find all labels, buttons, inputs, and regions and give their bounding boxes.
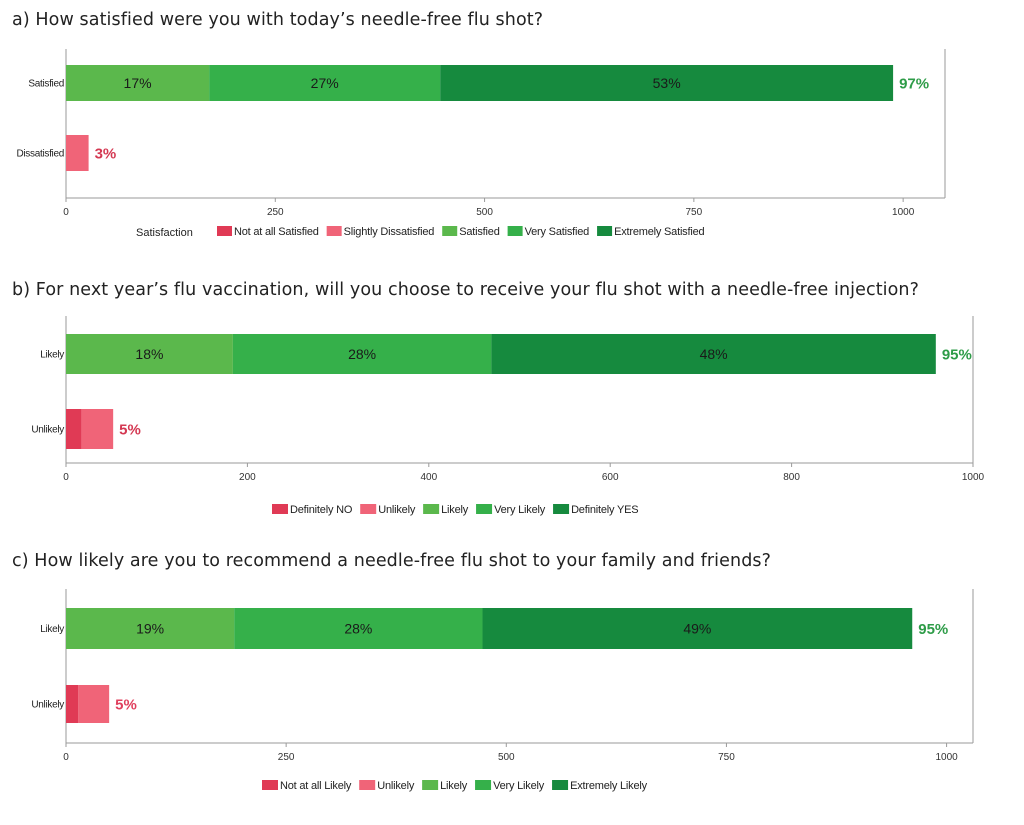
bar-segment — [234, 608, 483, 649]
legend-entry: Likely — [440, 780, 468, 792]
x-tick-label: 500 — [476, 207, 493, 218]
total-percent-label: 3% — [95, 146, 117, 163]
legend-entry: Unlikely — [378, 504, 416, 516]
legend-entry: Likely — [441, 504, 469, 516]
legend-swatch — [553, 504, 570, 514]
chart-recommend: 0 250 500 750 1000 Likely 19% 28% 49% 95% Unlikely… — [31, 589, 974, 792]
category-label: Likely — [40, 350, 64, 361]
legend-swatch — [475, 780, 492, 790]
bar-value-label: 28% — [348, 346, 376, 362]
x-tick-label: 750 — [686, 207, 703, 218]
x-tick-label: 200 — [239, 472, 256, 483]
category-label: Likely — [40, 624, 64, 635]
legend-entry: Very Likely — [493, 780, 545, 792]
x-tick-label: 1000 — [962, 472, 985, 483]
bar-segment — [491, 334, 936, 374]
x-tick-label: 600 — [602, 472, 619, 483]
x-tick-label: 1000 — [935, 752, 958, 763]
x-tick-label: 250 — [267, 207, 284, 218]
bar-segment — [66, 409, 82, 449]
legend-entry: Slightly Dissatisfied — [344, 226, 435, 238]
legend-swatch — [476, 504, 493, 514]
bar-segment — [66, 685, 79, 723]
total-percent-label: 95% — [942, 347, 972, 364]
bar-value-label: 28% — [344, 621, 372, 637]
total-percent-label: 97% — [899, 76, 929, 93]
chart-panel-next-year: b) For next year’s flu vaccination, will… — [0, 280, 1024, 525]
x-tick-label: 1000 — [892, 207, 915, 218]
legend-swatch — [552, 780, 569, 790]
bar-segment — [66, 334, 233, 374]
total-percent-label: 5% — [115, 697, 137, 714]
legend-entry: Very Likely — [494, 504, 546, 516]
x-tick-label: 0 — [63, 472, 69, 483]
legend-swatch — [326, 226, 342, 236]
legend-entry: Definitely NO — [290, 504, 353, 516]
chart-next-year: 0 200 400 600 800 1000 Likely 18% 28% 48% 95% Unlik… — [31, 316, 985, 516]
legend-swatch — [272, 504, 288, 514]
legend-swatch — [422, 780, 439, 790]
legend-swatch — [217, 226, 232, 236]
x-tick-label: 800 — [783, 472, 800, 483]
chart-title: a) How satisfied were you with today’s n… — [12, 10, 544, 30]
chart-title: b) For next year’s flu vaccination, will… — [12, 280, 920, 300]
legend-swatch — [423, 504, 440, 514]
x-tick-label: 750 — [718, 752, 735, 763]
legend-swatch — [597, 226, 613, 236]
bar-segment — [66, 608, 235, 649]
x-tick-label: 0 — [63, 752, 69, 763]
x-tick-label: 500 — [498, 752, 515, 763]
legend-swatch — [262, 780, 278, 790]
category-label: Unlikely — [31, 700, 64, 711]
category-label: Dissatisfied — [16, 149, 64, 160]
legend-entry: Unlikely — [377, 780, 415, 792]
x-tick-label: 250 — [278, 752, 295, 763]
total-percent-label: 95% — [918, 621, 948, 638]
total-percent-label: 5% — [119, 422, 141, 439]
bar-segment — [209, 65, 441, 101]
legend-entry: Not at all Satisfied — [234, 226, 319, 238]
legend-entry: Extremely Likely — [570, 780, 648, 792]
bar-value-label: 27% — [311, 75, 339, 91]
bar-segment — [232, 334, 492, 374]
legend-entry: Not at all Likely — [280, 780, 352, 792]
bar-value-label: 53% — [653, 75, 681, 91]
legend-title: Satisfaction — [136, 227, 193, 239]
legend-entry: Extremely Satisfied — [614, 226, 704, 238]
bar-segment — [66, 65, 210, 101]
bar-segment — [78, 685, 110, 723]
chart-panel-satisfaction: a) How satisfied were you with today’s n… — [0, 10, 1024, 250]
chart-panel-recommend: c) How likely are you to recommend a nee… — [0, 551, 1024, 801]
bar-segment — [66, 135, 89, 171]
category-label: Unlikely — [31, 425, 64, 436]
legend-entry: Definitely YES — [571, 504, 638, 516]
bar-segment — [440, 65, 894, 101]
bar-value-label: 18% — [135, 346, 163, 362]
bar-value-label: 19% — [136, 621, 164, 637]
x-tick-label: 0 — [63, 207, 69, 218]
bar-value-label: 17% — [124, 75, 152, 91]
bar-value-label: 48% — [700, 346, 728, 362]
legend-entry: Very Satisfied — [525, 226, 590, 238]
legend-swatch — [359, 780, 376, 790]
legend-swatch — [507, 226, 523, 236]
legend-entry: Satisfied — [459, 226, 499, 238]
legend-swatch — [360, 504, 377, 514]
bar-segment — [482, 608, 913, 649]
category-label: Satisfied — [28, 79, 64, 90]
chart-title: c) How likely are you to recommend a nee… — [12, 551, 772, 571]
chart-satisfaction: 0 250 500 750 1000 Satisfied 17% 27% 53% 97% Dissa… — [16, 49, 946, 239]
x-tick-label: 400 — [420, 472, 437, 483]
bar-segment — [81, 409, 114, 449]
legend-swatch — [442, 226, 458, 236]
bar-value-label: 49% — [683, 621, 711, 637]
